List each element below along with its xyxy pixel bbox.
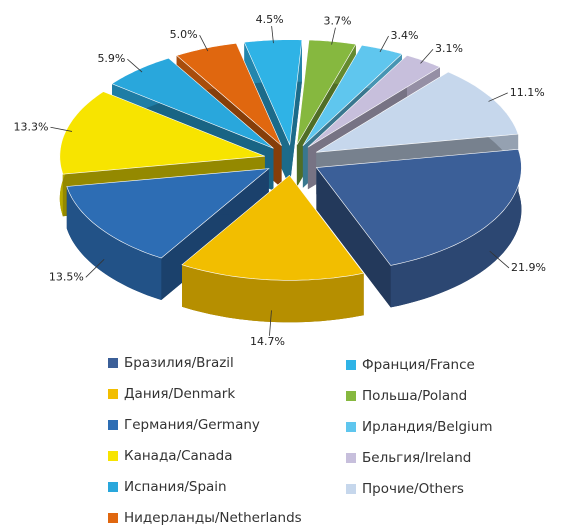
legend-label: Франция/France <box>362 357 475 373</box>
legend-label: Польша/Poland <box>362 388 467 404</box>
legend-label: Прочие/Others <box>362 481 464 497</box>
leader-line <box>127 58 143 73</box>
legend-swatch <box>108 513 118 523</box>
data-label: 3.7% <box>323 15 351 28</box>
legend-swatch <box>108 451 118 461</box>
pie-slice <box>176 42 282 146</box>
leader-line <box>489 250 510 269</box>
legend-swatch <box>108 389 118 399</box>
legend-swatch <box>346 360 356 370</box>
leader-line <box>50 126 73 132</box>
slice-side-face <box>316 167 391 308</box>
legend-label: Канада/Canada <box>124 448 232 464</box>
legend-label: Германия/Germany <box>124 417 260 433</box>
slice-wall <box>66 186 162 300</box>
pie-slice <box>66 168 270 259</box>
pie-slice <box>111 57 274 149</box>
pie-slice <box>302 44 403 147</box>
slice-wall <box>182 264 364 323</box>
legend-label: Ирландия/Belgium <box>362 419 493 435</box>
legend-label: Нидерланды/Netherlands <box>124 510 302 525</box>
leader-line <box>199 35 209 52</box>
pie-slice <box>181 174 365 281</box>
pie-slice <box>59 91 265 175</box>
pie-slice <box>315 148 522 266</box>
pie-slice <box>307 55 441 148</box>
slice-wall <box>390 149 522 308</box>
pie-slice <box>316 71 519 153</box>
data-label: 11.1% <box>510 86 545 99</box>
legend-label: Бразилия/Brazil <box>124 355 234 371</box>
legend-swatch <box>108 420 118 430</box>
leader-line <box>488 92 508 102</box>
legend-label: Бельгия/Ireland <box>362 450 471 466</box>
legend-swatch <box>346 422 356 432</box>
data-label: 5.0% <box>170 28 198 41</box>
leader-line <box>85 259 105 278</box>
leader-line <box>331 27 336 45</box>
data-label: 13.5% <box>49 270 84 283</box>
data-label: 3.1% <box>435 42 463 55</box>
data-label: 4.5% <box>256 13 284 26</box>
leader-line <box>420 48 434 64</box>
data-label: 3.4% <box>391 29 419 42</box>
legend-swatch <box>108 358 118 368</box>
leader-line <box>271 26 274 44</box>
legend-swatch <box>346 391 356 401</box>
legend-label: Испания/Spain <box>124 479 227 495</box>
leader-line <box>269 310 272 336</box>
legend-label: Дания/Denmark <box>124 386 235 402</box>
data-label: 5.9% <box>97 52 125 65</box>
legend-swatch <box>346 484 356 494</box>
legend-swatch <box>346 453 356 463</box>
data-label: 14.7% <box>250 335 285 348</box>
data-label: 21.9% <box>511 261 546 274</box>
legend-swatch <box>108 482 118 492</box>
leader-line <box>379 35 389 53</box>
data-label: 13.3% <box>14 120 49 133</box>
